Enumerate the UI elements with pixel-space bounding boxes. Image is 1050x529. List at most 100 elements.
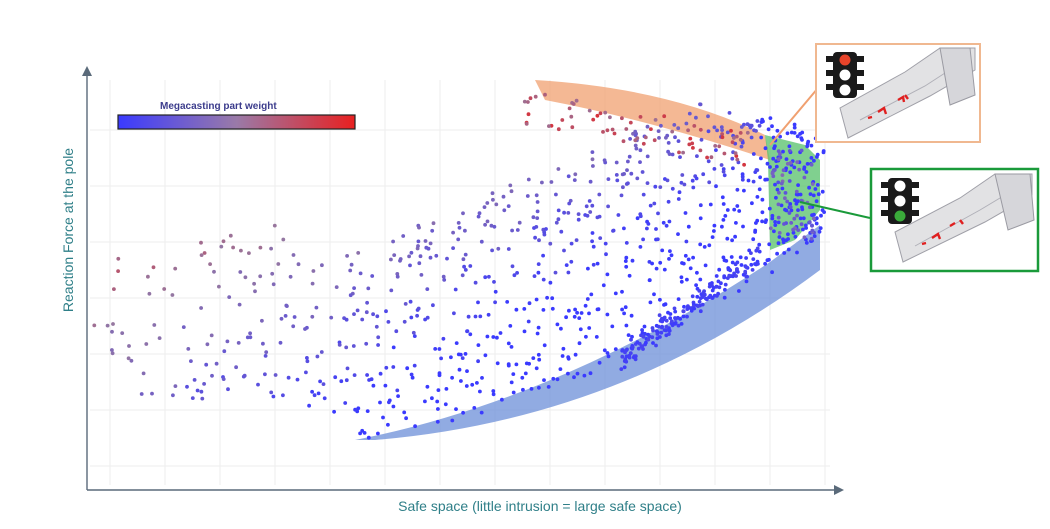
data-point [707, 180, 712, 185]
data-point [391, 404, 396, 409]
data-point [742, 188, 746, 193]
data-point [237, 302, 242, 307]
data-point [529, 387, 534, 391]
data-point [727, 111, 732, 115]
data-point [584, 334, 588, 339]
data-point [352, 312, 356, 316]
data-point [281, 393, 285, 398]
data-point [572, 375, 576, 380]
data-point [606, 354, 611, 359]
data-point [450, 418, 455, 423]
data-point [139, 392, 144, 396]
data-point [738, 255, 743, 260]
data-point [695, 294, 700, 299]
data-point [288, 274, 293, 279]
data-point [594, 335, 599, 339]
data-point [720, 195, 725, 200]
data-point [685, 314, 689, 319]
data-point [662, 114, 667, 119]
data-point [566, 270, 571, 275]
data-point [626, 333, 631, 337]
data-point [676, 232, 680, 237]
data-point [423, 399, 427, 404]
data-point [199, 240, 203, 245]
data-point [588, 371, 593, 376]
data-point [502, 208, 507, 213]
data-point [746, 178, 751, 183]
data-point [777, 231, 782, 235]
data-point [788, 161, 793, 165]
data-point [591, 117, 596, 122]
data-point [810, 223, 814, 228]
data-point [112, 287, 116, 291]
data-point [478, 314, 483, 319]
data-point [677, 150, 681, 155]
data-point [470, 382, 475, 387]
data-point [699, 137, 704, 142]
data-point [737, 209, 742, 213]
data-point [585, 297, 590, 301]
data-point [612, 131, 617, 136]
data-point [725, 130, 730, 135]
data-point [666, 310, 670, 315]
data-point [658, 297, 662, 302]
data-point [727, 267, 732, 272]
data-point [738, 131, 743, 135]
data-point [389, 288, 394, 293]
data-point [291, 324, 296, 329]
data-point [595, 261, 600, 266]
data-point [638, 245, 643, 249]
data-point [735, 267, 739, 272]
data-point [352, 373, 357, 377]
data-point [564, 263, 569, 267]
data-point [751, 257, 756, 261]
data-point [387, 400, 391, 405]
data-point [664, 223, 669, 228]
data-point [714, 184, 718, 189]
data-point [506, 363, 511, 368]
data-point [445, 256, 449, 261]
data-point [650, 335, 655, 340]
data-point [799, 222, 804, 227]
data-point [743, 269, 748, 274]
data-point [566, 371, 570, 376]
data-point [784, 157, 789, 162]
data-point [641, 192, 646, 197]
data-point [559, 229, 564, 234]
data-point [770, 124, 774, 129]
data-point [492, 280, 496, 284]
data-point [624, 241, 629, 245]
data-point [695, 270, 699, 275]
data-point [781, 237, 785, 242]
data-point [542, 378, 546, 382]
data-point [796, 208, 800, 213]
data-point [787, 211, 792, 215]
data-point [120, 331, 125, 335]
data-point [629, 171, 634, 176]
data-point [451, 230, 455, 235]
data-point [757, 187, 762, 192]
data-point [735, 187, 740, 192]
data-point [485, 201, 490, 205]
data-point [691, 255, 695, 260]
data-point [514, 307, 519, 312]
data-point [535, 209, 540, 214]
data-point [437, 373, 442, 378]
data-point [624, 359, 629, 364]
data-point [683, 211, 688, 215]
data-point [744, 274, 749, 279]
data-point [655, 237, 660, 242]
data-point [483, 275, 488, 280]
data-point [412, 363, 417, 368]
data-point [569, 241, 574, 246]
data-point [754, 248, 759, 253]
data-point [225, 339, 230, 344]
data-point [706, 129, 711, 134]
data-point [271, 282, 276, 287]
data-point [634, 146, 639, 151]
data-point [714, 284, 719, 289]
data-point [681, 314, 686, 319]
data-point [735, 260, 740, 265]
data-point [792, 125, 797, 130]
data-point [304, 370, 308, 375]
